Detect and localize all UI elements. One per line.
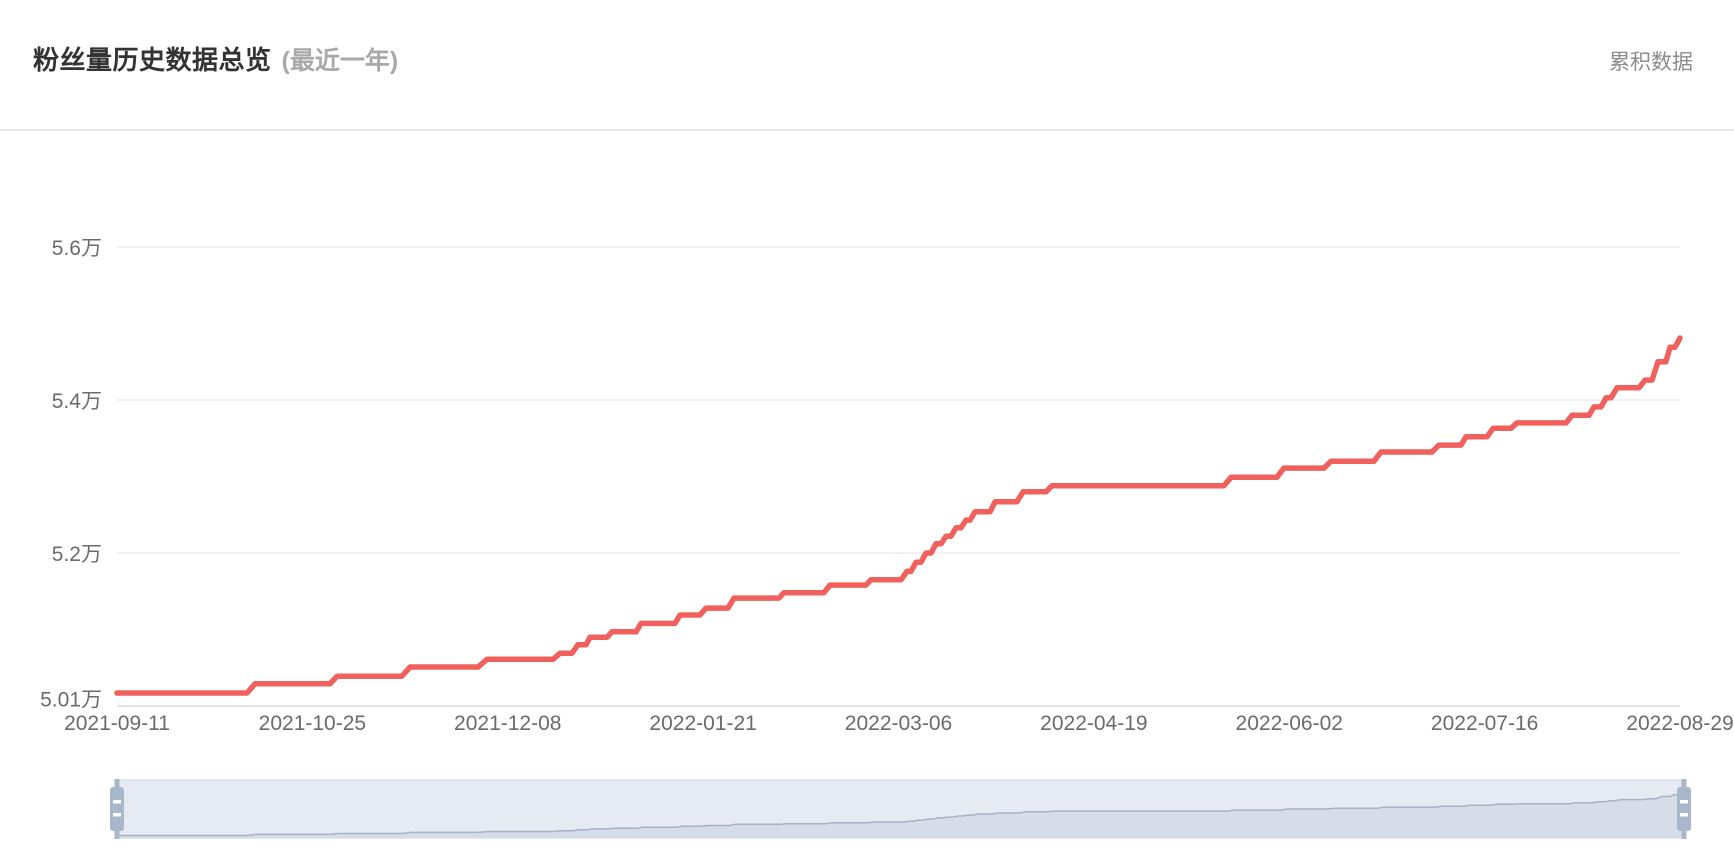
x-axis-label: 2021-10-25 xyxy=(259,712,366,735)
x-axis-label: 2022-07-16 xyxy=(1431,712,1538,735)
datazoom-left-handle[interactable] xyxy=(110,779,124,839)
x-axis-label: 2022-08-29 xyxy=(1626,712,1733,735)
datazoom-right-handle-part[interactable] xyxy=(1680,813,1688,817)
datazoom-right-handle[interactable] xyxy=(1677,779,1691,839)
datazoom-left-handle-part[interactable] xyxy=(113,813,121,817)
datazoom-right-handle-part[interactable] xyxy=(1677,787,1691,831)
x-axis-label: 2022-03-06 xyxy=(845,712,952,735)
datazoom-data-shadow xyxy=(117,793,1684,838)
legend-item-cumulative[interactable]: 累积数据 xyxy=(1609,51,1693,74)
x-axis-label: 2021-12-08 xyxy=(454,712,561,735)
page-subtitle: (最近一年) xyxy=(281,47,399,75)
x-axis-label: 2022-04-19 xyxy=(1040,712,1147,735)
y-axis-label: 5.4万 xyxy=(52,390,102,413)
y-axis-label: 5.2万 xyxy=(52,543,102,566)
series-line-cumulative xyxy=(114,335,1683,696)
header-divider xyxy=(0,129,1734,131)
page-title: 粉丝量历史数据总览 xyxy=(33,45,272,75)
chart-header: 粉丝量历史数据总览 (最近一年) 累积数据 xyxy=(33,40,1693,77)
x-axis-label: 2022-06-02 xyxy=(1236,712,1343,735)
datazoom-right-handle-part[interactable] xyxy=(1680,800,1688,804)
x-axis-label: 2022-01-21 xyxy=(649,712,756,735)
datazoom-left-handle-part[interactable] xyxy=(113,800,121,804)
datazoom-shadow-line xyxy=(117,792,1685,837)
y-axis-label: 5.01万 xyxy=(40,688,102,711)
y-axis-label: 5.6万 xyxy=(52,237,102,260)
datazoom-left-handle-part[interactable] xyxy=(110,787,124,831)
x-axis-label: 2021-09-11 xyxy=(64,712,170,735)
